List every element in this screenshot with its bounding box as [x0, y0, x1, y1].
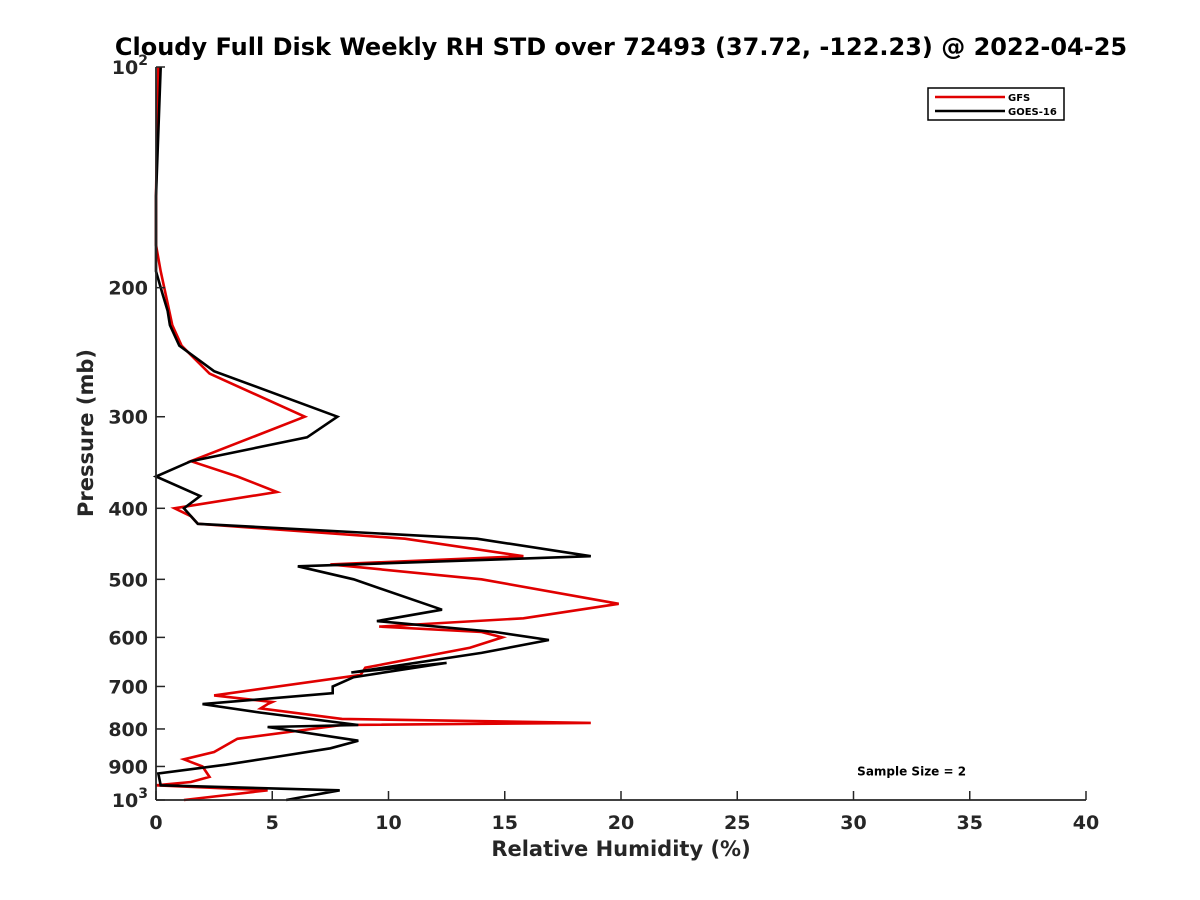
y-tick-label: 500 — [108, 569, 148, 591]
plot-area: 0 5 10 15 20 25 30 35 40 102 200 300 400 500 600 700 80… — [108, 53, 1099, 834]
y-tick-label: 900 — [108, 756, 148, 778]
x-tick-label: 15 — [492, 812, 518, 834]
x-tick-label: 10 — [375, 812, 401, 834]
y-tick-label: 600 — [108, 627, 148, 649]
x-tick-label: 0 — [149, 812, 162, 834]
legend-label-goes16: GOES-16 — [1008, 107, 1057, 118]
y-tick-label: 103 — [112, 786, 148, 812]
series-line-goes16 — [152, 66, 591, 802]
series-line-gfs — [154, 66, 619, 802]
x-tick-label: 20 — [608, 812, 634, 834]
y-axis-label: Pressure (mb) — [74, 349, 98, 517]
x-tick-label: 5 — [266, 812, 279, 834]
sample-size-annotation: Sample Size = 2 — [857, 765, 966, 779]
axes-layer — [155, 67, 1086, 801]
series-layer — [152, 66, 619, 802]
y-tick-label: 700 — [108, 676, 148, 698]
x-tick-label: 40 — [1073, 812, 1099, 834]
legend-box — [927, 87, 1065, 121]
legend-label-gfs: GFS — [1008, 93, 1030, 104]
y-axis-ticks: 102 200 300 400 500 600 700 800 900 103 — [108, 53, 165, 812]
x-axis-ticks: 0 5 10 15 20 25 30 35 40 — [149, 791, 1099, 834]
x-tick-label: 25 — [724, 812, 750, 834]
chart-title: Cloudy Full Disk Weekly RH STD over 7249… — [115, 33, 1127, 61]
x-axis-label: Relative Humidity (%) — [491, 837, 750, 861]
x-tick-label: 30 — [840, 812, 866, 834]
y-tick-label: 800 — [108, 719, 148, 741]
legend: GFS GOES-16 — [927, 87, 1065, 121]
y-tick-label: 102 — [112, 53, 148, 79]
y-tick-label: 200 — [108, 278, 148, 300]
y-tick-label: 300 — [108, 407, 148, 429]
y-tick-label: 400 — [108, 498, 148, 520]
x-tick-label: 35 — [957, 812, 983, 834]
